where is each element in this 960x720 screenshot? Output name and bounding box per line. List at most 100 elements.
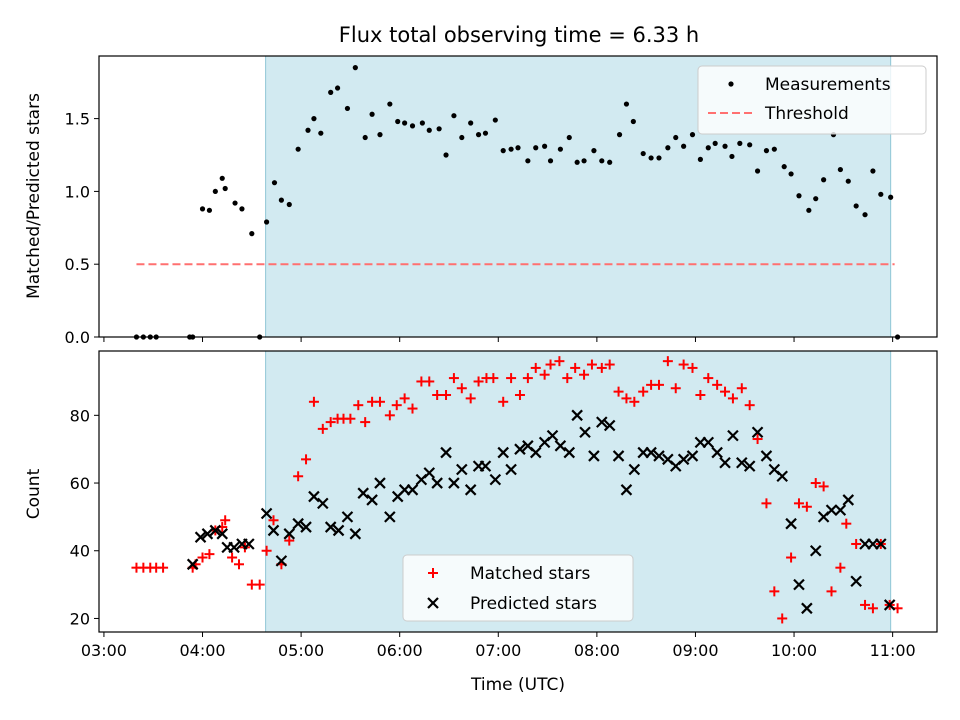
- predicted-star-point-b: [785, 517, 797, 530]
- measurement-point: [295, 146, 301, 152]
- predicted-star-point: [603, 419, 616, 432]
- measurement-point: [402, 120, 408, 126]
- measurement-point: [334, 85, 341, 91]
- matched-star-point: [233, 559, 244, 570]
- measurement-point: [737, 140, 743, 146]
- bottom-y-tick-label: 40: [70, 542, 90, 561]
- matched-star-point: [801, 501, 812, 512]
- top-y-tick-label: 0.0: [65, 328, 90, 347]
- matched-star-point: [353, 400, 364, 411]
- predicted-star-point-b: [341, 511, 354, 523]
- matched-star-point: [703, 373, 714, 384]
- legend-matched-label: Matched stars: [470, 564, 590, 584]
- measurement-point: [845, 178, 851, 184]
- predicted-star-point: [209, 524, 222, 537]
- matched-star-point: [835, 562, 846, 573]
- predicted-star-point-b: [332, 524, 345, 537]
- matched-star-point: [293, 471, 304, 482]
- predicted-star-point: [464, 484, 477, 496]
- predicted-star-point: [216, 528, 229, 540]
- predicted-star-point: [620, 484, 633, 496]
- predicted-star-point: [842, 494, 855, 506]
- matched-star-point: [384, 410, 395, 421]
- measurement-point: [542, 143, 548, 149]
- predicted-star-point: [456, 463, 468, 476]
- predicted-star-point-b: [267, 524, 280, 537]
- measurement-point: [547, 158, 554, 164]
- predicted-star-point: [743, 460, 756, 472]
- matched-star-point: [506, 373, 517, 384]
- measurement-point: [500, 148, 506, 154]
- predicted-star-point: [317, 497, 329, 510]
- predicted-star-point-b: [300, 521, 312, 533]
- measurement-point: [482, 130, 489, 136]
- predicted-star-point: [324, 521, 337, 533]
- measurement-point: [271, 180, 278, 186]
- predicted-star-point: [686, 450, 699, 462]
- measurement-point: [239, 206, 245, 212]
- matched-star-point: [678, 359, 689, 370]
- predicted-star-point-b: [850, 575, 862, 587]
- predicted-star-point-b: [243, 538, 255, 550]
- measurement-point: [212, 188, 218, 195]
- x-tick-label: 07:00: [475, 641, 521, 660]
- matched-star-point: [441, 390, 452, 401]
- x-tick-label: 06:00: [377, 641, 423, 660]
- predicted-star-point: [341, 511, 354, 523]
- measurement-point: [821, 177, 827, 183]
- predicted-star-point-b: [793, 578, 805, 591]
- measurement-point: [395, 118, 401, 125]
- predicted-star-point-b: [201, 528, 214, 540]
- predicted-star-point-b: [702, 436, 715, 449]
- measurement-point: [232, 200, 238, 206]
- top-axes-frame: [98, 55, 938, 338]
- matched-star-point: [473, 376, 484, 387]
- measurement-point: [648, 155, 654, 161]
- matched-star-point: [301, 454, 312, 465]
- matched-star-point: [284, 535, 295, 546]
- matched-star-point: [204, 549, 215, 560]
- measurement-point: [771, 146, 777, 152]
- predicted-star-point: [374, 477, 386, 489]
- predicted-star-point-b: [612, 450, 625, 462]
- matched-star-point: [545, 359, 556, 370]
- matched-star-point: [867, 603, 878, 614]
- predicted-star-point: [300, 521, 312, 533]
- predicted-star-point-b: [825, 504, 838, 516]
- predicted-star-point-b: [719, 456, 731, 469]
- measurement-point: [409, 123, 416, 129]
- x-tick-label: 08:00: [574, 641, 620, 660]
- predicted-star-point-b: [228, 541, 240, 554]
- predicted-star-point: [267, 524, 280, 537]
- matched-star-point: [670, 383, 681, 394]
- measurement-point: [788, 171, 794, 177]
- measurement-point: [888, 194, 894, 200]
- predicted-star-point-b: [596, 416, 608, 428]
- x-tick-label: 11:00: [870, 641, 916, 660]
- measurement-point: [763, 148, 770, 154]
- predicted-star-point: [332, 524, 345, 537]
- predicted-star-point-b: [571, 409, 583, 422]
- measurement-point: [436, 126, 442, 132]
- predicted-star-point-b: [662, 453, 674, 466]
- measurement-point: [443, 152, 449, 158]
- bottom-axes-frame: [98, 350, 938, 633]
- predicted-star-point-b: [727, 429, 739, 442]
- measurement-point: [199, 206, 206, 212]
- predicted-star-point: [727, 429, 739, 442]
- legend-predicted-label: Predicted stars: [470, 594, 597, 614]
- predicted-star-point-b: [505, 463, 517, 476]
- predicted-star-point-b: [456, 463, 468, 476]
- predicted-star-point-b: [423, 467, 436, 479]
- predicted-star-point-b: [357, 487, 369, 499]
- measurement-point: [352, 65, 358, 71]
- measurement-point: [705, 145, 711, 151]
- matched-star-point: [629, 396, 640, 407]
- predicted-star-point: [875, 538, 887, 550]
- legend-predicted-marker-b: [427, 597, 439, 609]
- predicted-star-point: [719, 456, 731, 469]
- measurement-point: [722, 143, 728, 149]
- measurement-point: [311, 116, 317, 122]
- matched-star-point: [530, 362, 541, 373]
- matched-star-point: [465, 393, 476, 404]
